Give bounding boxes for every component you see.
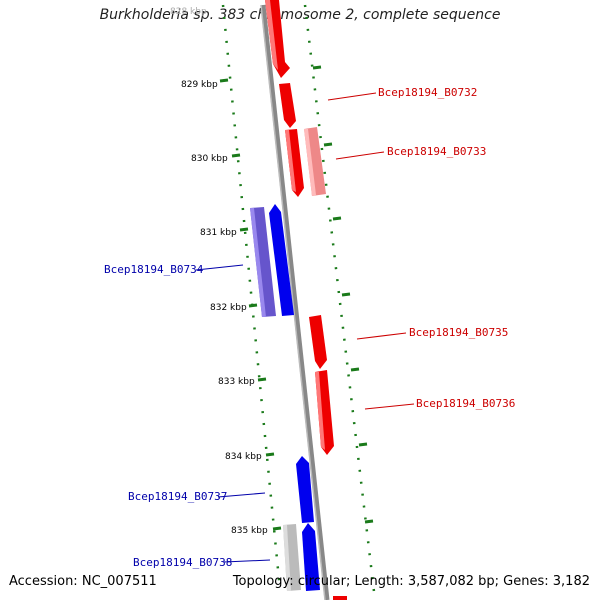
genes-label: Genes: [503, 574, 549, 589]
ruler-ticks [219, 65, 374, 531]
ruler-label: 832 kbp [210, 303, 247, 313]
gene-label[interactable]: Bcep18194_B0734 [104, 263, 204, 276]
gene-arrow[interactable] [279, 83, 296, 128]
gene-arrow[interactable] [269, 204, 294, 316]
ruler-label: 831 kbp [200, 228, 237, 238]
ruler-label: 835 kbp [231, 526, 268, 536]
gene-label[interactable]: Bcep18194_B0736 [416, 397, 515, 410]
genome-summary: Topology: circular; Length: 3,587,082 bp… [232, 574, 590, 589]
gene-arrow[interactable] [302, 523, 320, 591]
genome-backbone [260, 4, 330, 600]
ruler-label: 829 kbp [181, 80, 218, 90]
topology-label: Topology: [232, 574, 294, 589]
forward-genes [265, 0, 347, 600]
accession-value: NC_007511 [81, 574, 157, 589]
length-label: Length: [354, 574, 404, 589]
gene-arrow[interactable] [296, 456, 314, 523]
genes-value: 3,182 [552, 574, 590, 589]
length-value: 3,587,082 bp [407, 574, 495, 589]
accession-info: Accession: NC_007511 [9, 574, 157, 589]
gene-label[interactable]: Bcep18194_B0735 [409, 326, 508, 339]
ruler-label: 833 kbp [218, 377, 255, 387]
topology-value: circular [297, 574, 346, 589]
gene-label[interactable]: Bcep18194_B0737 [128, 490, 227, 503]
ruler-label: 830 kbp [191, 154, 228, 164]
ruler-label: 828 kbp [170, 7, 207, 17]
accession-label: Accession: [9, 574, 78, 589]
map-title: Burkholderia sp. 383 chromosome 2, compl… [99, 7, 501, 23]
ruler-left [221, 4, 282, 591]
gene-label[interactable]: Bcep18194_B0733 [387, 145, 486, 158]
gene-arrow[interactable] [309, 315, 327, 369]
reverse-genes [250, 204, 320, 591]
gene-label[interactable]: Bcep18194_B0732 [378, 86, 477, 99]
ruler-label: 834 kbp [225, 452, 262, 462]
gene-arrow[interactable] [333, 596, 347, 600]
gene-label[interactable]: Bcep18194_B0738 [133, 556, 232, 569]
